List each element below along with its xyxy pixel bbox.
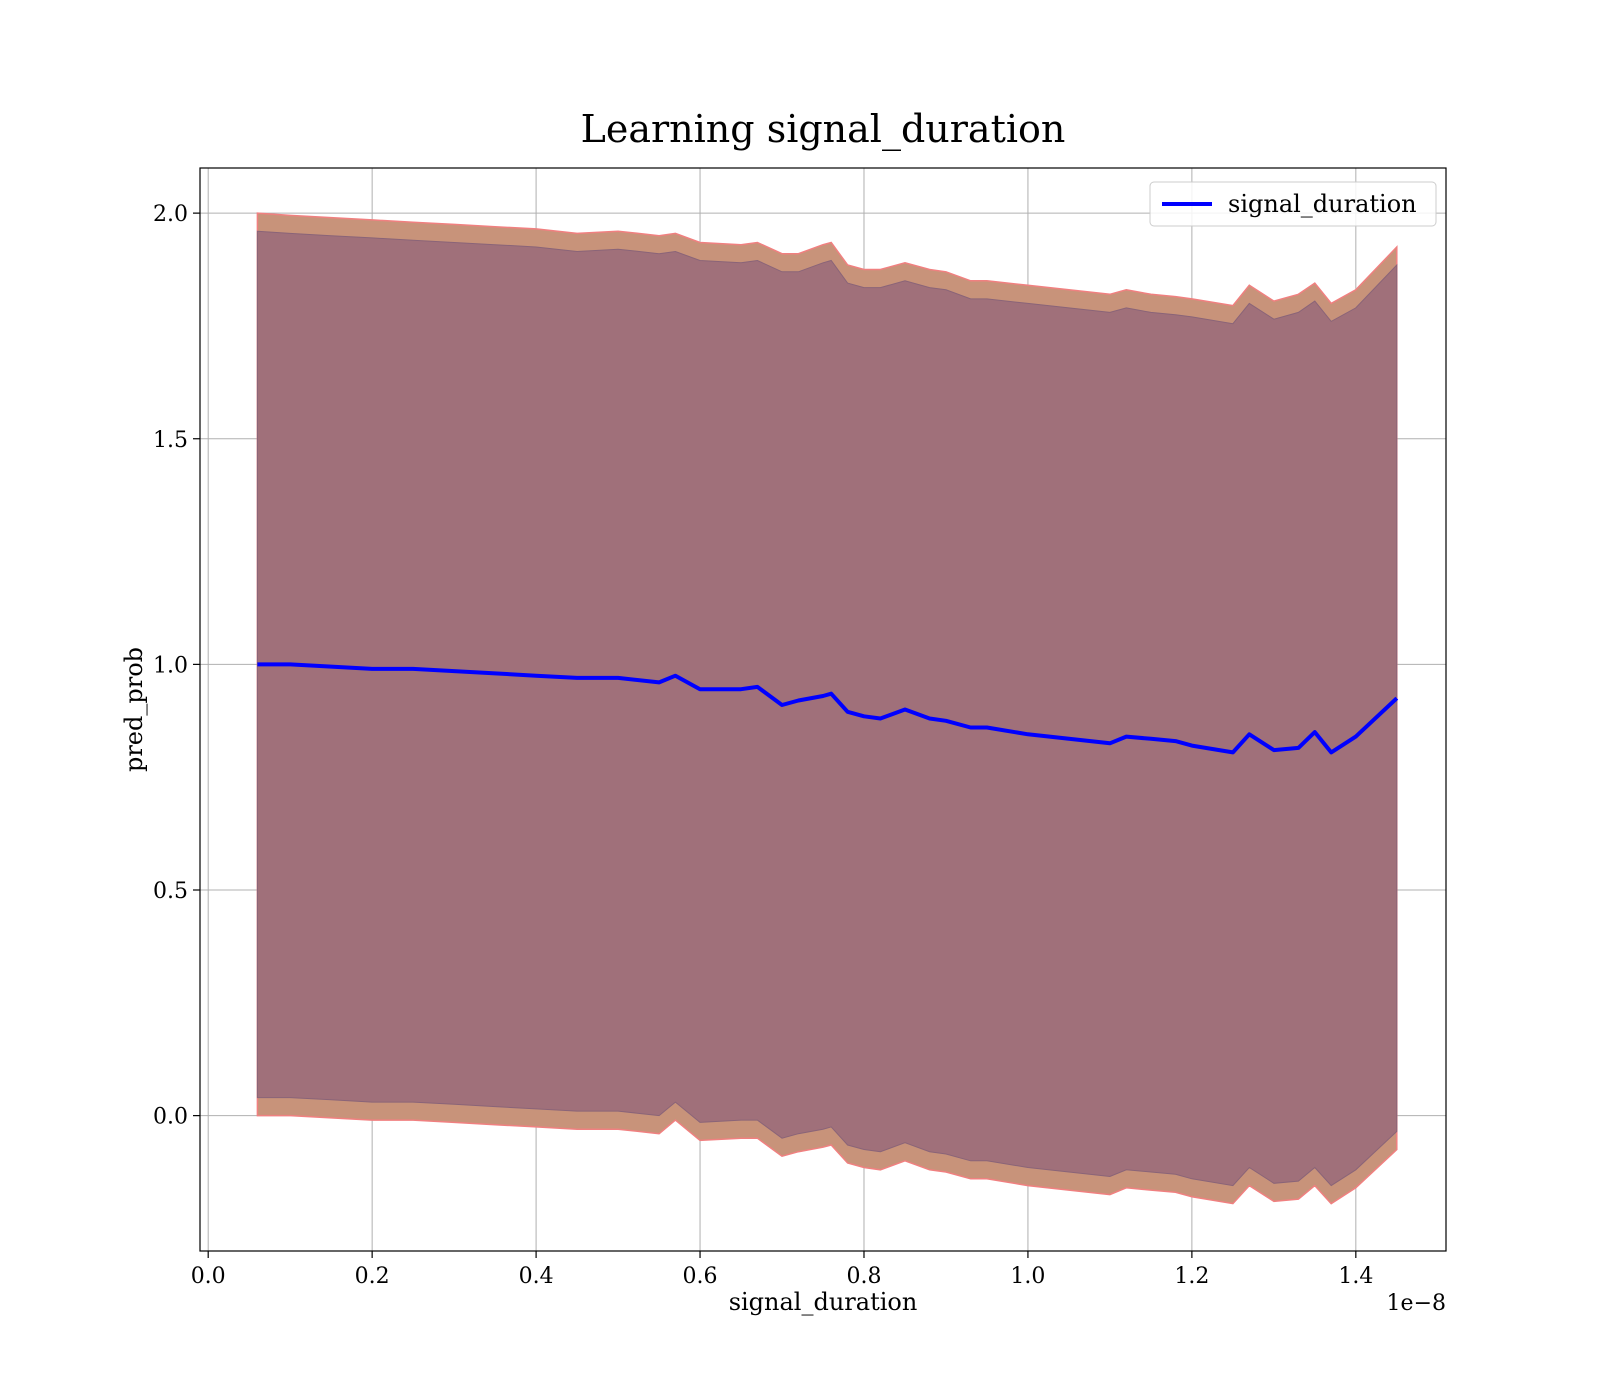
chart-title: Learning signal_duration xyxy=(581,107,1066,152)
y-tick-label: 0.5 xyxy=(153,879,188,904)
x-tick-label: 1.0 xyxy=(1010,1264,1045,1289)
y-tick-label: 2.0 xyxy=(153,202,188,227)
x-tick-label: 1.4 xyxy=(1338,1264,1373,1289)
x-tick-label: 0.8 xyxy=(846,1264,881,1289)
uncertainty-band-inner xyxy=(256,230,1398,1187)
legend: signal_duration xyxy=(1149,181,1437,227)
legend-box xyxy=(1149,181,1437,227)
x-tick-label: 1.2 xyxy=(1174,1264,1209,1289)
series-line-signal-duration xyxy=(257,662,1399,755)
x-tick-label: 0.6 xyxy=(683,1264,718,1289)
x-tick-label: 0.2 xyxy=(355,1264,390,1289)
band-layer xyxy=(256,212,1398,1205)
y-tick-label: 0.0 xyxy=(153,1105,188,1130)
plot-frame xyxy=(199,167,1447,1252)
y-tick-label: 1.0 xyxy=(153,653,188,678)
y-axis-label: pred_prob xyxy=(120,647,148,772)
x-axis-offset-text: 1e−8 xyxy=(1387,1291,1446,1316)
x-axis-label: signal_duration xyxy=(729,1288,918,1316)
x-tick-label: 0.4 xyxy=(519,1264,554,1289)
y-tick-label: 1.5 xyxy=(153,428,188,453)
x-tick-label: 0.0 xyxy=(191,1264,226,1289)
legend-label-signal-duration: signal_duration xyxy=(1228,190,1417,218)
tick-layer: 0.0 0.2 0.4 0.6 0.8 1.0 1.2 1.4 0.0 0.5 1.0 1.5 2.0 xyxy=(153,202,1373,1289)
